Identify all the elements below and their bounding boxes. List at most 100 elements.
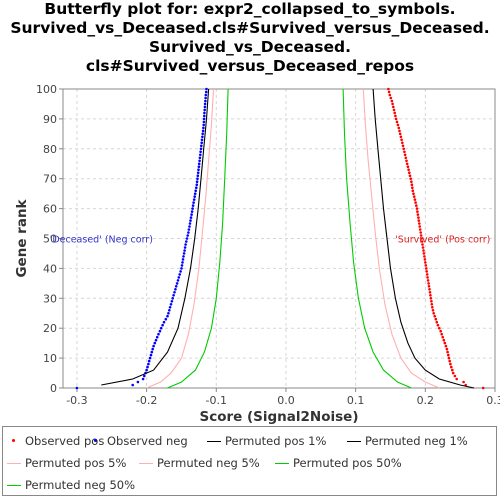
series-observed-neg-point bbox=[197, 168, 200, 171]
series-observed-pos-point bbox=[441, 335, 445, 339]
series-observed-pos-point bbox=[418, 222, 421, 225]
series-observed-pos-point bbox=[389, 96, 393, 100]
series-observed-pos-point bbox=[421, 246, 425, 249]
series-observed-neg-point bbox=[149, 353, 153, 357]
series-observed-neg-point bbox=[196, 171, 200, 174]
series-observed-neg-point bbox=[185, 237, 189, 240]
series-observed-pos-point bbox=[419, 234, 423, 237]
series-observed-neg-point bbox=[176, 279, 180, 282]
series-observed-pos-point bbox=[451, 371, 455, 375]
y-axis-label: Gene rank bbox=[14, 198, 30, 277]
series-observed-neg-point bbox=[196, 174, 200, 177]
series-observed-neg-point bbox=[198, 159, 201, 163]
series-observed-neg-point bbox=[202, 123, 205, 127]
series-observed-neg-point bbox=[189, 219, 192, 222]
x-tick-label: 0.3 bbox=[486, 394, 500, 407]
series-observed-pos-point bbox=[436, 323, 440, 327]
series-observed-neg-point bbox=[157, 332, 160, 336]
series-observed-pos-point bbox=[411, 186, 414, 189]
series-observed-neg-point bbox=[189, 216, 193, 219]
series-observed-neg-point bbox=[187, 231, 190, 234]
series-observed-neg-point bbox=[195, 183, 199, 186]
series-observed-pos-point bbox=[431, 309, 435, 312]
series-observed-pos-point bbox=[420, 240, 424, 243]
series-observed-neg-point bbox=[168, 309, 171, 312]
series-observed-neg-point bbox=[198, 156, 202, 160]
series-observed-pos-point bbox=[408, 174, 412, 177]
legend-label: Permuted neg 1% bbox=[365, 434, 468, 448]
x-tick-label: 0.0 bbox=[277, 394, 295, 407]
legend-item: Observed pos bbox=[7, 434, 104, 448]
series-observed-pos-point bbox=[392, 108, 396, 112]
y-tick-label: 70 bbox=[43, 173, 57, 186]
series-observed-pos-point bbox=[422, 249, 425, 252]
series-observed-neg-point bbox=[164, 317, 168, 321]
series-observed-neg-point bbox=[183, 249, 186, 252]
series-observed-pos-point bbox=[399, 135, 403, 139]
series-observed-pos-point bbox=[428, 288, 431, 291]
series-observed-neg-point bbox=[203, 111, 206, 115]
series-observed-neg-point bbox=[202, 117, 206, 121]
series-observed-pos-point bbox=[403, 150, 406, 154]
series-observed-neg-point bbox=[205, 87, 208, 91]
series-observed-pos-point bbox=[445, 347, 449, 351]
series-observed-neg-point bbox=[199, 153, 202, 157]
series-observed-pos-point bbox=[404, 156, 408, 160]
series-observed-pos-point bbox=[450, 365, 453, 369]
series-observed-pos-point bbox=[440, 332, 444, 336]
series-observed-pos-point bbox=[415, 204, 418, 207]
series-observed-pos-point bbox=[387, 90, 391, 94]
series-observed-neg-point bbox=[181, 261, 184, 264]
legend-item: Permuted neg 50% bbox=[7, 478, 135, 492]
y-tick-label: 20 bbox=[43, 322, 57, 335]
series-observed-neg-point bbox=[167, 312, 170, 315]
series-observed-pos-point bbox=[420, 237, 423, 240]
chart-title-line-4: cls#Survived_versus_Deceased_repos bbox=[85, 57, 415, 75]
series-observed-neg-point bbox=[171, 297, 174, 300]
series-observed-neg-point bbox=[179, 270, 182, 273]
series-observed-pos-point bbox=[414, 201, 417, 204]
legend-swatch bbox=[89, 436, 103, 446]
series-observed-neg-point bbox=[195, 180, 199, 183]
series-observed-neg-point bbox=[178, 273, 181, 276]
series-observed-pos-point bbox=[413, 198, 417, 201]
series-observed-neg-point bbox=[197, 165, 201, 168]
series-observed-pos-point bbox=[447, 353, 450, 357]
series-observed-pos-point bbox=[398, 132, 402, 136]
series-observed-neg-point bbox=[200, 138, 204, 142]
legend-label: Observed neg bbox=[107, 434, 188, 448]
series-observed-pos-point bbox=[403, 153, 407, 157]
series-observed-pos-point bbox=[426, 276, 429, 279]
legend-swatch bbox=[7, 480, 21, 490]
series-observed-pos-point bbox=[416, 213, 420, 216]
series-observed-neg-point bbox=[152, 344, 155, 348]
y-tick-label: 60 bbox=[43, 203, 57, 216]
series-observed-pos-point bbox=[422, 252, 426, 255]
series-observed-pos-point bbox=[407, 168, 410, 171]
series-observed-pos-point bbox=[393, 111, 397, 115]
series-observed-neg-point bbox=[194, 189, 197, 192]
series-observed-pos-point bbox=[424, 264, 428, 267]
series-observed-pos-point bbox=[462, 380, 465, 384]
series-observed-neg-point bbox=[203, 108, 206, 112]
series-observed-pos-point bbox=[427, 285, 431, 288]
series-observed-neg-point bbox=[199, 147, 203, 151]
chart-title-line-3: Survived_vs_Deceased. bbox=[148, 38, 352, 56]
series-permuted-neg-50--line bbox=[167, 88, 229, 389]
series-observed-pos-point bbox=[405, 162, 409, 166]
series-observed-pos-point bbox=[429, 294, 432, 297]
axes: -0.3 -0.2 -0.1 0.0 0.1 0.2 0.3 0 10 20 30 40 50 60 70 8… bbox=[36, 83, 500, 407]
x-tick-label: -0.1 bbox=[206, 394, 227, 407]
series-observed-neg-point bbox=[186, 234, 189, 237]
series-observed-pos-point bbox=[455, 377, 459, 381]
series-observed-pos-point bbox=[402, 147, 406, 151]
y-tick-label: 10 bbox=[43, 352, 57, 365]
series-observed-pos-point bbox=[418, 225, 422, 228]
series-observed-neg-point bbox=[188, 225, 191, 228]
y-tick-label: 40 bbox=[43, 262, 57, 275]
series-observed-neg-point bbox=[187, 228, 191, 231]
legend-item: Observed neg bbox=[89, 434, 188, 448]
series-observed-neg-point bbox=[185, 240, 188, 243]
series-observed-pos-point bbox=[390, 99, 394, 103]
legend-swatch bbox=[207, 436, 221, 446]
